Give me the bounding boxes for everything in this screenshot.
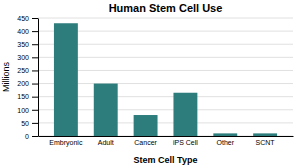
tick-mark [32, 31, 38, 32]
tick-mark [32, 97, 38, 98]
bar [253, 133, 277, 136]
tick-mark [32, 110, 38, 111]
tick-mark [32, 57, 38, 58]
axis-line [39, 136, 294, 137]
bar [54, 23, 78, 136]
tick: 400 [17, 28, 38, 35]
tick: 200 [17, 80, 38, 87]
tick-label: 150 [17, 93, 29, 100]
tick-label: 250 [17, 67, 29, 74]
tick: Other [217, 139, 235, 146]
tick: Adult [98, 139, 114, 146]
tick-label: 400 [17, 28, 29, 35]
tick: 300 [17, 54, 38, 61]
plot: 0 50 100 150 200 250 300 350 400 450 Embryonic Adul… [17, 15, 293, 147]
tick: 150 [17, 93, 38, 100]
tick: 50 [21, 120, 38, 127]
x-axis-title: Stem Cell Type [134, 155, 198, 165]
tick-label: Adult [98, 139, 114, 146]
grid-line [38, 18, 293, 19]
tick-label: SCNT [256, 139, 276, 146]
tick: SCNT [256, 139, 276, 146]
tick-label: 200 [17, 80, 29, 87]
tick-mark [32, 123, 38, 124]
bar [213, 133, 237, 136]
chart: 0 50 100 150 200 250 300 350 400 450 Embryonic Adul… [0, 0, 301, 167]
bar [94, 84, 118, 136]
tick-mark [32, 70, 38, 71]
tick: 350 [17, 41, 38, 48]
tick: Cancer [134, 139, 157, 146]
tick-label: 100 [17, 107, 29, 114]
tick-label: iPS Cell [173, 139, 198, 146]
tick: Embryonic [49, 139, 83, 147]
tick: 250 [17, 67, 38, 74]
y-axis: 0 50 100 150 200 250 300 350 400 450 [17, 15, 38, 140]
y-axis-title: Millions [1, 62, 11, 93]
x-axis: Embryonic Adult Cancer iPS Cell Other SCNT [39, 137, 294, 147]
bar [173, 93, 197, 136]
tick-label: 50 [21, 120, 29, 127]
tick-mark [32, 136, 38, 137]
bars [54, 23, 277, 136]
tick: 0 [25, 133, 38, 140]
tick: 100 [17, 107, 38, 114]
tick: iPS Cell [173, 139, 198, 146]
tick-mark [32, 18, 38, 19]
tick-label: 300 [17, 54, 29, 61]
tick-label: Other [217, 139, 235, 146]
tick-label: Cancer [134, 139, 157, 146]
axis-line [38, 19, 39, 137]
tick-label: Embryonic [49, 139, 83, 147]
tick-mark [32, 44, 38, 45]
grid [38, 18, 293, 136]
tick-mark [32, 84, 38, 85]
bar [134, 115, 158, 136]
title: Human Stem Cell Use [109, 2, 223, 14]
tick-label: 350 [17, 41, 29, 48]
tick-label: 450 [17, 15, 29, 22]
tick: 450 [17, 15, 38, 22]
tick-label: 0 [25, 133, 29, 140]
